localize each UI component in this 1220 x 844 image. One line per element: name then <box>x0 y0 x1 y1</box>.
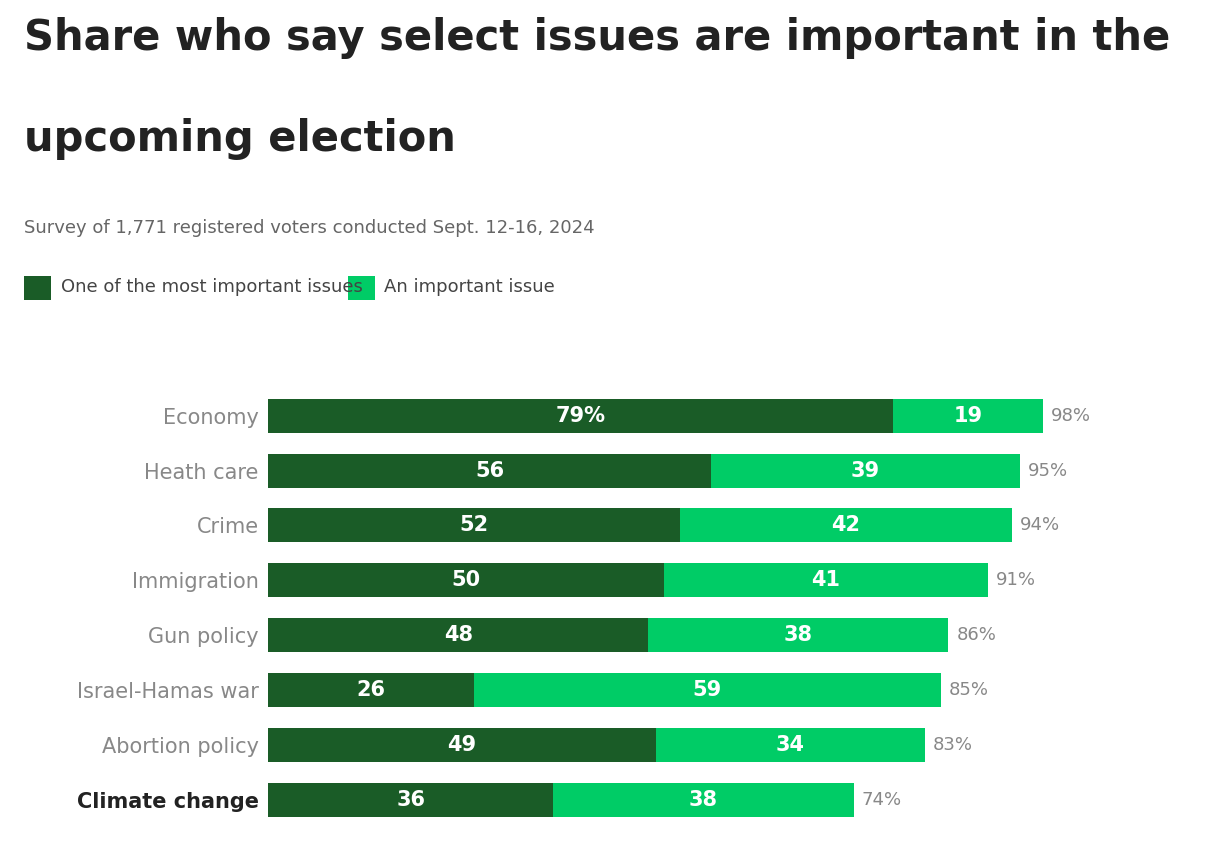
Text: 91%: 91% <box>996 571 1036 589</box>
Text: 19: 19 <box>954 406 983 425</box>
Bar <box>268 398 893 433</box>
Bar <box>268 453 711 488</box>
Text: 36: 36 <box>396 790 426 809</box>
Bar <box>648 618 948 652</box>
Bar <box>268 782 553 817</box>
Text: 38: 38 <box>689 790 717 809</box>
Text: 48: 48 <box>444 625 472 645</box>
Text: 59: 59 <box>693 680 722 700</box>
Text: 79%: 79% <box>556 406 606 425</box>
Text: One of the most important issues: One of the most important issues <box>61 278 362 296</box>
Text: 39: 39 <box>850 461 880 480</box>
Bar <box>553 782 854 817</box>
Text: Share who say select issues are important in the: Share who say select issues are importan… <box>24 17 1171 59</box>
Bar <box>268 728 656 762</box>
Text: 38: 38 <box>783 625 813 645</box>
Text: 34: 34 <box>776 735 805 755</box>
Bar <box>268 618 648 652</box>
Bar <box>475 673 941 707</box>
Bar <box>268 673 475 707</box>
Text: 83%: 83% <box>932 736 972 754</box>
Text: 52: 52 <box>460 516 488 535</box>
Text: 49: 49 <box>448 735 477 755</box>
Text: 26: 26 <box>356 680 386 700</box>
Text: 94%: 94% <box>1020 517 1060 534</box>
Text: An important issue: An important issue <box>384 278 555 296</box>
Text: 41: 41 <box>811 571 841 590</box>
Bar <box>711 453 1020 488</box>
Text: 74%: 74% <box>861 791 902 809</box>
Bar <box>656 728 925 762</box>
Text: Survey of 1,771 registered voters conducted Sept. 12-16, 2024: Survey of 1,771 registered voters conduc… <box>24 219 595 237</box>
Bar <box>268 508 680 543</box>
Bar <box>680 508 1011 543</box>
Bar <box>664 563 988 598</box>
Text: 56: 56 <box>476 461 504 480</box>
Text: 95%: 95% <box>1027 462 1068 479</box>
Text: 98%: 98% <box>1052 407 1091 425</box>
Bar <box>893 398 1043 433</box>
Text: upcoming election: upcoming election <box>24 118 456 160</box>
Text: 85%: 85% <box>948 681 988 699</box>
Bar <box>268 563 664 598</box>
Text: 86%: 86% <box>956 626 997 644</box>
Text: 50: 50 <box>451 571 481 590</box>
Text: 42: 42 <box>831 516 860 535</box>
